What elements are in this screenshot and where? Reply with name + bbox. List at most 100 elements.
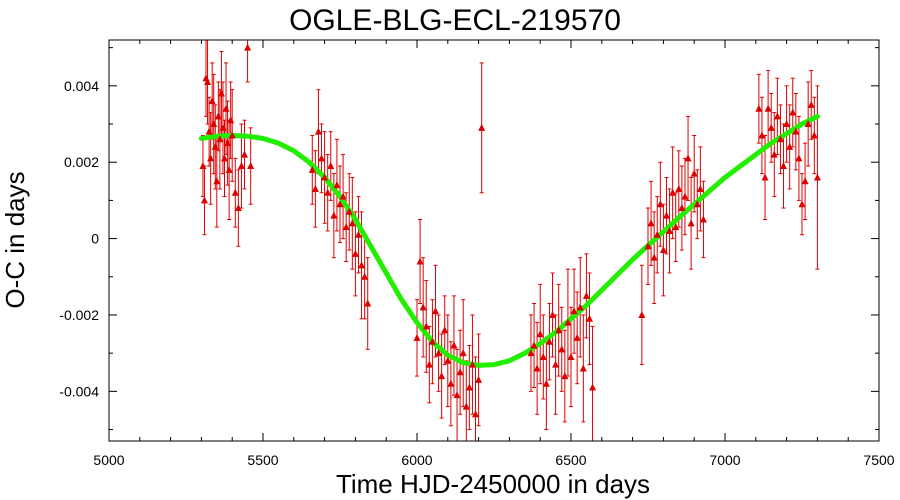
data-point bbox=[638, 310, 646, 318]
data-point bbox=[804, 120, 812, 128]
data-point bbox=[207, 154, 215, 162]
data-point bbox=[237, 162, 245, 170]
data-point bbox=[786, 142, 794, 150]
data-point bbox=[539, 352, 547, 360]
data-point bbox=[758, 131, 766, 139]
data-point bbox=[339, 192, 347, 200]
data-point bbox=[536, 330, 544, 338]
data-point bbox=[213, 177, 221, 185]
data-point bbox=[650, 253, 658, 261]
y-tick-label: 0.004 bbox=[64, 78, 99, 94]
data-point bbox=[199, 162, 207, 170]
data-point bbox=[438, 372, 446, 380]
x-tick-label: 7000 bbox=[709, 452, 740, 468]
data-point bbox=[244, 43, 252, 51]
data-point bbox=[314, 127, 322, 135]
y-tick-label: -0.002 bbox=[59, 307, 99, 323]
data-point bbox=[792, 127, 800, 135]
data-point bbox=[807, 100, 815, 108]
plot-border bbox=[108, 39, 880, 442]
data-point bbox=[358, 261, 366, 269]
data-point bbox=[214, 112, 222, 120]
data-point bbox=[465, 383, 473, 391]
data-point bbox=[472, 410, 480, 418]
y-tick-label: 0.002 bbox=[64, 154, 99, 170]
data-point bbox=[761, 173, 769, 181]
data-point bbox=[675, 184, 683, 192]
data-point bbox=[573, 333, 581, 341]
data-point bbox=[336, 200, 344, 208]
x-tick-label: 6000 bbox=[401, 452, 432, 468]
y-tick-label: -0.004 bbox=[59, 383, 99, 399]
x-tick-label: 7500 bbox=[863, 452, 894, 468]
data-point bbox=[681, 192, 689, 200]
data-point bbox=[687, 219, 695, 227]
data-point bbox=[468, 360, 476, 368]
data-point bbox=[435, 349, 443, 357]
data-point bbox=[690, 169, 698, 177]
data-point bbox=[241, 150, 249, 158]
data-point bbox=[570, 307, 578, 315]
data-point bbox=[813, 173, 821, 181]
data-point bbox=[795, 154, 803, 162]
data-point bbox=[441, 326, 449, 334]
data-point bbox=[221, 154, 228, 162]
data-point bbox=[462, 402, 470, 410]
data-point bbox=[425, 360, 433, 368]
data-point bbox=[561, 372, 569, 380]
data-point bbox=[776, 135, 784, 143]
x-axis-label: Time HJD-2450000 in days bbox=[336, 469, 650, 499]
data-point bbox=[810, 131, 818, 139]
data-point bbox=[585, 314, 593, 322]
x-tick-label: 5500 bbox=[247, 452, 278, 468]
data-point bbox=[308, 165, 316, 173]
data-point bbox=[678, 204, 686, 212]
data-point bbox=[545, 337, 553, 345]
data-point bbox=[783, 120, 791, 128]
data-point bbox=[699, 215, 707, 223]
data-point bbox=[222, 104, 230, 112]
axes-frame: 5000 5500 6000 6500 7000 7500 -0.004 -0.002 0 0.0… bbox=[59, 39, 895, 468]
data-point bbox=[324, 188, 332, 196]
data-point bbox=[348, 219, 356, 227]
x-tick-label: 5000 bbox=[93, 452, 124, 468]
data-point bbox=[364, 299, 372, 307]
data-point bbox=[478, 123, 486, 131]
data-point bbox=[696, 184, 704, 192]
data-point bbox=[228, 131, 236, 139]
data-point bbox=[542, 379, 550, 387]
data-point bbox=[644, 242, 652, 250]
data-point bbox=[647, 219, 655, 227]
data-point bbox=[672, 223, 680, 231]
chart-title: OGLE-BLG-ECL-219570 bbox=[289, 4, 621, 37]
y-tick-label: 0 bbox=[91, 231, 99, 247]
data-point bbox=[770, 150, 778, 158]
data-point bbox=[773, 112, 781, 120]
data-point bbox=[456, 368, 464, 376]
y-axis-label: O-C in days bbox=[0, 171, 30, 308]
data-point bbox=[321, 173, 329, 181]
data-point bbox=[234, 204, 242, 212]
data-point bbox=[789, 108, 797, 116]
data-point bbox=[351, 249, 359, 257]
data-point bbox=[552, 360, 560, 368]
data-point bbox=[659, 246, 667, 254]
data-point bbox=[767, 123, 775, 131]
data-point bbox=[764, 104, 772, 112]
data-point bbox=[216, 135, 224, 143]
data-point bbox=[431, 307, 439, 315]
data-point bbox=[444, 356, 452, 364]
data-point bbox=[200, 196, 208, 204]
data-point bbox=[656, 200, 664, 208]
data-point bbox=[327, 162, 335, 170]
fit-curve bbox=[198, 113, 820, 368]
data-point bbox=[582, 291, 590, 299]
data-point bbox=[210, 120, 218, 128]
data-point bbox=[459, 349, 467, 357]
data-point bbox=[450, 341, 458, 349]
data-point bbox=[354, 230, 362, 238]
data-point bbox=[533, 364, 541, 372]
data-point bbox=[755, 104, 763, 112]
data-point bbox=[564, 318, 572, 326]
data-point bbox=[666, 226, 674, 234]
